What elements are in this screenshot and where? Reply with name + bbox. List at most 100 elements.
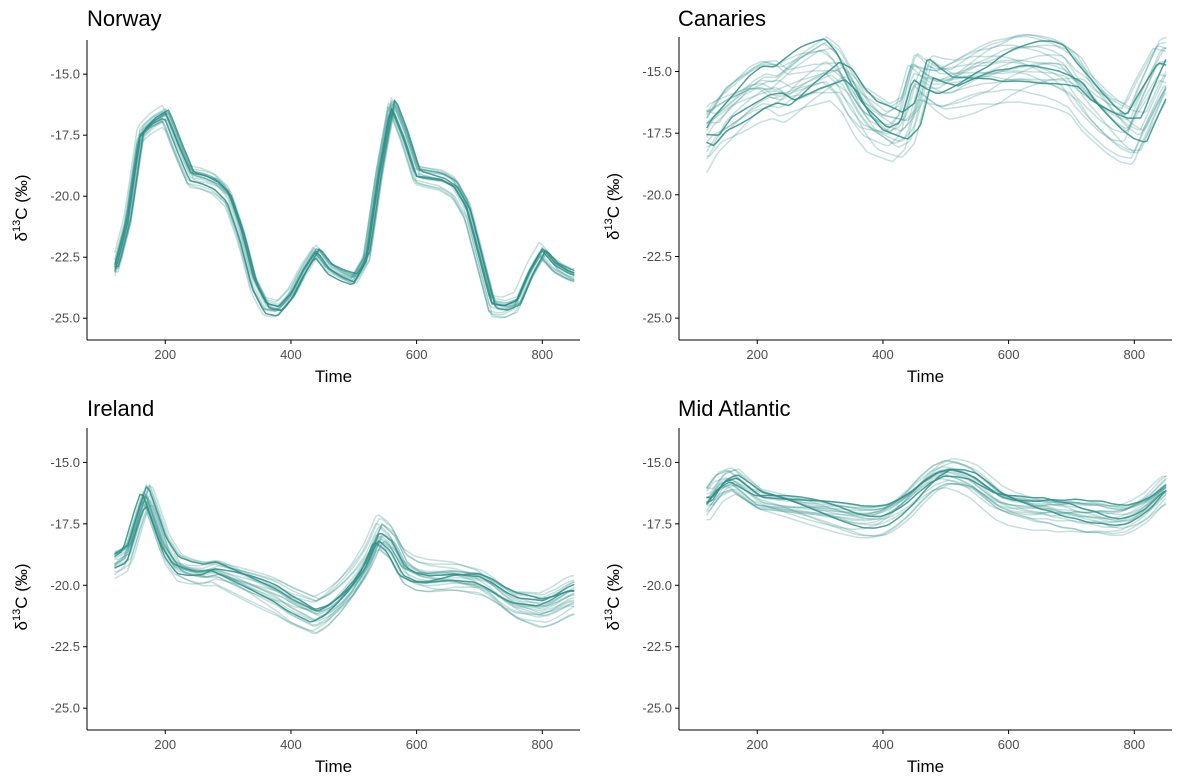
series-line bbox=[706, 42, 1167, 125]
series-line bbox=[114, 492, 575, 602]
series-line bbox=[706, 470, 1167, 531]
series-line bbox=[706, 483, 1167, 537]
series-line bbox=[114, 97, 575, 302]
series-line bbox=[706, 478, 1167, 522]
series-line bbox=[114, 495, 575, 626]
series-line bbox=[706, 60, 1167, 135]
series-line bbox=[706, 469, 1167, 521]
x-tick-label: 600 bbox=[406, 347, 428, 362]
series-line bbox=[114, 112, 575, 319]
y-tick-label: -20.0 bbox=[50, 578, 80, 593]
y-tick-label: -25.0 bbox=[50, 701, 80, 716]
series-line bbox=[706, 469, 1167, 525]
x-axis-title: Time bbox=[315, 757, 352, 776]
panel-0: Norway 200 400 600 800 -15.0 -17.5 -20.0 -22.5 -2… bbox=[11, 6, 580, 386]
y-axis-title: δ13C (‰) bbox=[603, 173, 623, 240]
x-tick-label: 200 bbox=[154, 737, 176, 752]
series-line bbox=[706, 482, 1167, 539]
series-line bbox=[706, 60, 1167, 124]
series-line bbox=[706, 68, 1167, 160]
series-line bbox=[114, 499, 575, 617]
series-line bbox=[114, 503, 575, 635]
x-tick-label: 400 bbox=[280, 347, 302, 362]
series-line bbox=[114, 500, 575, 627]
panel-title: Norway bbox=[87, 6, 162, 31]
series-line bbox=[706, 74, 1167, 173]
series-line bbox=[706, 486, 1167, 533]
series-line bbox=[114, 483, 575, 613]
series-line bbox=[706, 41, 1167, 131]
y-tick-label: -20.0 bbox=[642, 187, 672, 202]
y-tick-label: -22.5 bbox=[642, 639, 672, 654]
series-line bbox=[114, 490, 575, 598]
series-line bbox=[706, 468, 1167, 507]
series-line bbox=[114, 114, 575, 318]
y-tick-label: -25.0 bbox=[642, 701, 672, 716]
series-line bbox=[706, 475, 1167, 520]
series-line bbox=[706, 457, 1167, 516]
series-line bbox=[114, 106, 575, 312]
panel-3: Mid Atlantic 200 400 600 800 -15.0 -17.5 -20.0 -… bbox=[603, 396, 1172, 776]
y-tick-label: -15.0 bbox=[50, 455, 80, 470]
series-line bbox=[114, 505, 575, 610]
series-line bbox=[114, 511, 575, 623]
series-line bbox=[114, 100, 575, 312]
series-line bbox=[114, 500, 575, 632]
series-line bbox=[114, 501, 575, 634]
series-line bbox=[114, 106, 575, 314]
y-tick-label: -25.0 bbox=[50, 311, 80, 326]
series-line bbox=[706, 85, 1167, 163]
x-tick-label: 200 bbox=[154, 347, 176, 362]
series-line bbox=[114, 104, 575, 311]
y-tick-label: -17.5 bbox=[50, 128, 80, 143]
x-tick-label: 400 bbox=[872, 737, 894, 752]
x-tick-label: 600 bbox=[406, 737, 428, 752]
series-line bbox=[706, 36, 1167, 137]
y-tick-label: -25.0 bbox=[642, 311, 672, 326]
y-tick-label: -22.5 bbox=[50, 639, 80, 654]
y-tick-label: -17.5 bbox=[50, 516, 80, 531]
x-tick-label: 400 bbox=[872, 347, 894, 362]
series-line bbox=[114, 486, 575, 613]
series-line bbox=[706, 33, 1167, 142]
series-line bbox=[706, 45, 1167, 147]
x-axis-title: Time bbox=[907, 367, 944, 386]
x-tick-label: 800 bbox=[531, 347, 553, 362]
x-tick-label: 200 bbox=[746, 347, 768, 362]
y-tick-label: -17.5 bbox=[642, 516, 672, 531]
series-group bbox=[114, 483, 575, 635]
y-tick-label: -20.0 bbox=[50, 189, 80, 204]
y-tick-label: -15.0 bbox=[50, 67, 80, 82]
x-tick-label: 800 bbox=[1123, 737, 1145, 752]
series-group bbox=[706, 33, 1167, 173]
series-line bbox=[706, 468, 1167, 529]
y-tick-label: -15.0 bbox=[642, 64, 672, 79]
series-line bbox=[114, 108, 575, 317]
series-line bbox=[114, 504, 575, 623]
series-line bbox=[706, 469, 1167, 515]
series-line bbox=[114, 102, 575, 303]
series-line bbox=[114, 495, 575, 611]
series-line bbox=[706, 55, 1167, 143]
series-line bbox=[706, 61, 1167, 143]
series-line bbox=[706, 473, 1167, 509]
series-line bbox=[706, 71, 1167, 158]
series-line bbox=[706, 465, 1167, 515]
x-tick-label: 600 bbox=[998, 737, 1020, 752]
x-axis-title: Time bbox=[315, 367, 352, 386]
panel-title: Canaries bbox=[678, 6, 766, 31]
panel-1: Canaries 200 400 600 800 -15.0 -17.5 -20.0 -22.5… bbox=[603, 6, 1172, 386]
series-line bbox=[114, 496, 575, 621]
series-line bbox=[114, 98, 575, 312]
y-axis-title: δ13C (‰) bbox=[11, 174, 31, 241]
y-tick-label: -20.0 bbox=[642, 578, 672, 593]
series-line bbox=[706, 474, 1167, 524]
series-line bbox=[114, 494, 575, 609]
series-line bbox=[706, 79, 1167, 157]
series-line bbox=[114, 496, 575, 622]
series-line bbox=[706, 58, 1167, 147]
series-line bbox=[706, 479, 1167, 537]
series-line bbox=[114, 103, 575, 306]
series-line bbox=[114, 101, 575, 308]
series-line bbox=[114, 108, 575, 308]
